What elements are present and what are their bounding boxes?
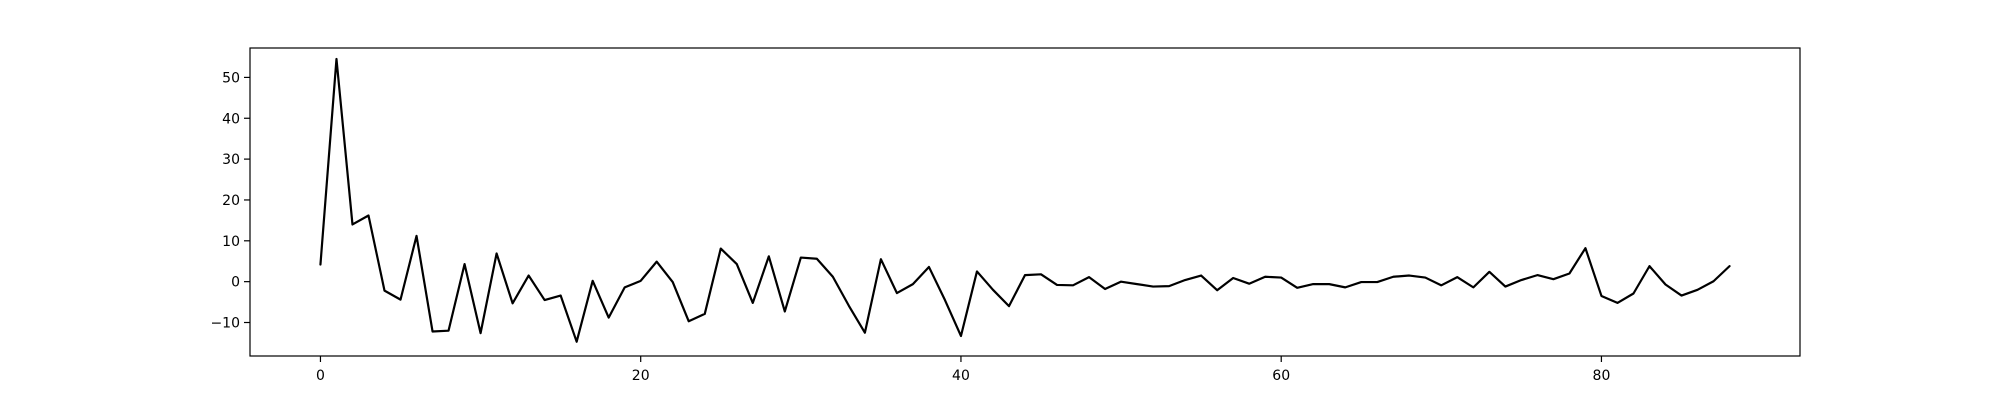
x-tick-label: 80 [1593, 368, 1611, 384]
y-tick-label: 50 [222, 70, 240, 86]
x-axis: 0 20 40 60 80 [316, 356, 1610, 384]
x-tick-label: 20 [632, 368, 650, 384]
plot-area [319, 57, 1731, 343]
axes-frame [249, 47, 1801, 357]
y-axis: −10 0 10 20 30 40 50 [210, 70, 250, 332]
y-tick-label: 0 [231, 275, 240, 291]
y-tick-label: 10 [222, 234, 240, 250]
y-tick-label: 20 [222, 193, 240, 209]
x-tick-label: 40 [952, 368, 970, 384]
x-tick-label: 0 [316, 368, 325, 384]
series-line [319, 57, 1731, 343]
y-tick-label: 30 [222, 152, 240, 168]
y-tick-label: 40 [222, 111, 240, 127]
x-tick-label: 60 [1272, 368, 1290, 384]
y-tick-label: −10 [210, 316, 240, 332]
